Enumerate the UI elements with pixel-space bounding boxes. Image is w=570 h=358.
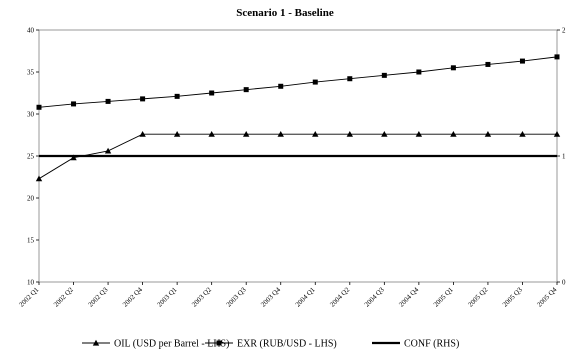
data-point-triangle [104,147,112,154]
x-tick-label: 2005 Q3 [501,285,524,308]
data-point-square [174,93,180,99]
right-tick-label: 1 [562,153,566,161]
x-tick-label: 2005 Q4 [536,285,559,308]
data-point-triangle [312,130,319,137]
x-tick-label: 2004 Q2 [328,285,351,308]
x-tick-label: 2004 Q3 [363,285,386,308]
data-point-triangle [277,130,284,137]
data-point-triangle [553,130,561,137]
x-tick-label: 2002 Q1 [18,285,41,308]
left-axis: 10 15 20 25 30 35 40 [27,27,39,287]
left-tick-label: 15 [27,237,35,245]
data-point-square [485,61,491,67]
legend-marker-square [216,340,222,346]
legend-label: EXR (RUB/USD - LHS) [237,339,337,350]
legend: OIL (USD per Barrel - LHS) EXR (RUB/USD -… [82,339,459,350]
data-point-triangle [450,130,457,137]
x-tick-label: 2005 Q2 [466,285,489,308]
x-tick-label: 2002 Q4 [121,285,144,308]
series-line [38,56,558,108]
data-point-square [209,90,215,96]
left-tick-label: 35 [27,69,35,77]
x-axis: 2002 Q1 2002 Q2 2002 Q3 2002 Q4 2003 Q1 2003 … [18,282,559,309]
data-point-square [36,104,42,110]
legend-entry: EXR (RUB/USD - LHS) [205,339,337,350]
right-tick-label: 2 [562,27,566,35]
legend-marker-triangle [92,339,100,346]
x-tick-label: 2004 Q1 [294,285,317,308]
data-point-square [347,76,353,82]
series-line [38,133,557,180]
data-point-triangle [346,130,353,137]
series-triangle-0 [35,130,561,182]
data-point-square [243,87,249,93]
data-point-square [519,58,525,64]
data-point-square [278,83,284,89]
data-point-square [71,101,77,107]
chart-title: Scenario 1 - Baseline [236,7,334,19]
x-tick-label: 2004 Q4 [397,285,420,308]
x-tick-label: 2005 Q1 [432,285,455,308]
data-point-square [554,54,560,60]
data-point-square [105,98,111,104]
legend-entry: CONF (RHS) [372,339,459,350]
x-tick-label: 2003 Q3 [225,285,248,308]
left-tick-label: 40 [27,27,35,35]
data-point-square [416,69,422,75]
left-tick-label: 20 [27,195,35,203]
x-tick-label: 2003 Q1 [156,285,179,308]
data-point-square [140,96,146,102]
data-point-triangle [35,175,43,182]
legend-entry: OIL (USD per Barrel - LHS) [82,339,229,350]
left-tick-label: 25 [27,153,35,161]
data-point-triangle [139,130,146,137]
legend-label: OIL (USD per Barrel - LHS) [114,339,229,350]
data-point-triangle [70,154,77,161]
data-point-square [312,79,318,85]
x-tick-label: 2002 Q3 [87,285,110,308]
x-tick-label: 2003 Q2 [190,285,213,308]
data-point-triangle [208,130,215,137]
right-axis: 0 1 2 [557,27,566,287]
data-point-triangle [243,130,250,137]
data-point-triangle [415,130,423,137]
series-square-1 [36,54,560,110]
data-point-triangle [381,130,388,137]
x-tick-label: 2003 Q4 [259,285,282,308]
legend-label: CONF (RHS) [404,339,459,350]
data-point-triangle [519,130,526,137]
data-point-triangle [484,130,492,137]
data-point-square [450,65,456,71]
right-tick-label: 0 [562,279,566,287]
series-group [35,54,561,182]
x-tick-label: 2002 Q2 [52,285,75,308]
data-point-triangle [173,130,181,137]
data-point-square [381,72,387,78]
left-tick-label: 30 [27,111,35,119]
left-tick-label: 10 [27,279,35,287]
